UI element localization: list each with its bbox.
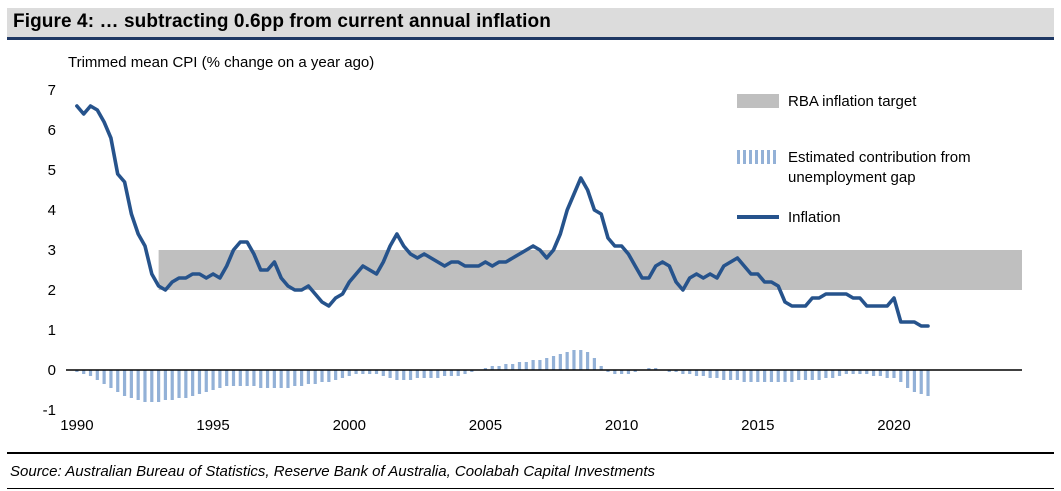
legend-label-rba-target: RBA inflation target <box>788 93 917 110</box>
svg-text:2010: 2010 <box>605 417 638 434</box>
svg-text:2005: 2005 <box>469 417 502 434</box>
svg-text:3: 3 <box>48 242 56 259</box>
svg-text:6: 6 <box>48 122 56 139</box>
legend-item-rba-target: RBA inflation target <box>737 92 916 112</box>
svg-text:0: 0 <box>48 362 56 379</box>
svg-text:-1: -1 <box>43 402 56 419</box>
legend-label-unemployment-gap: Estimated contribution from unemployment… <box>788 149 971 187</box>
y-axis-labels: 7 6 5 4 3 2 1 0 -1 <box>43 82 56 419</box>
svg-text:7: 7 <box>48 82 56 99</box>
chart-area: 7 6 5 4 3 2 1 0 -1 1990 1995 2000 2005 2010 2015 2020 T… <box>0 44 1061 444</box>
legend-item-inflation: Inflation <box>737 208 841 228</box>
x-axis-labels: 1990 1995 2000 2005 2010 2015 2020 <box>60 417 910 434</box>
svg-text:2015: 2015 <box>741 417 774 434</box>
source-bar: Source: Australian Bureau of Statistics,… <box>7 452 1054 489</box>
legend-item-unemployment-gap: Estimated contribution from unemployment… <box>737 148 1023 189</box>
svg-text:2020: 2020 <box>877 417 910 434</box>
unemployment-gap-bars-swatch <box>737 150 779 164</box>
rba-target-band <box>158 250 1022 290</box>
svg-text:1995: 1995 <box>196 417 229 434</box>
svg-text:2000: 2000 <box>333 417 366 434</box>
figure-title: Figure 4: … subtracting 0.6pp from curre… <box>7 8 1054 40</box>
axis-title: Trimmed mean CPI (% change on a year ago… <box>68 54 375 71</box>
unemployment-gap-bars <box>75 350 930 402</box>
target-band-swatch <box>737 94 779 108</box>
svg-text:4: 4 <box>48 202 56 219</box>
svg-text:2: 2 <box>48 282 56 299</box>
svg-text:1: 1 <box>48 322 56 339</box>
source-note: Source: Australian Bureau of Statistics,… <box>10 462 656 480</box>
inflation-line-swatch <box>737 215 779 219</box>
legend-label-inflation: Inflation <box>788 209 841 226</box>
svg-text:5: 5 <box>48 162 56 179</box>
svg-text:1990: 1990 <box>60 417 93 434</box>
inflation-line <box>75 104 930 328</box>
